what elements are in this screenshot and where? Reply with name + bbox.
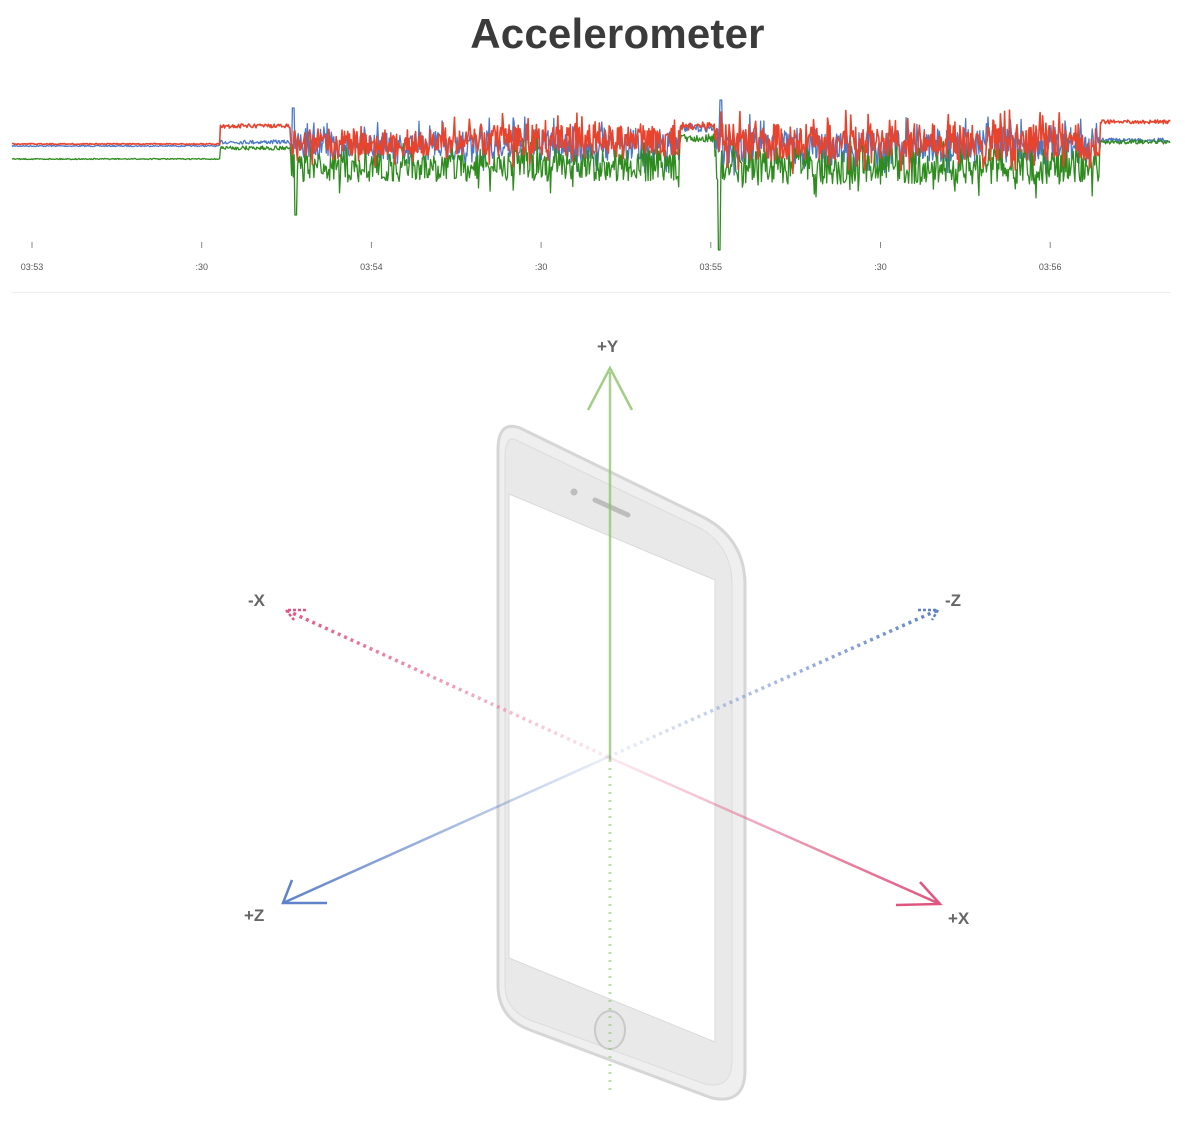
label-plus-z: +Z xyxy=(244,906,264,925)
label-plus-y: +Y xyxy=(597,337,619,356)
x-tick-label: 03:56 xyxy=(1039,262,1062,272)
x-tick-label: :30 xyxy=(195,262,208,272)
label-minus-x: -X xyxy=(248,591,266,610)
x-axis: 03:53 :30 03:54 :30 03:55 :30 03:56 xyxy=(21,242,1062,272)
divider xyxy=(12,292,1170,293)
series-line-2 xyxy=(11,132,1171,251)
phone-camera xyxy=(570,488,578,496)
label-plus-x: +X xyxy=(948,909,970,928)
page-title: Accelerometer xyxy=(470,10,765,57)
label-minus-z: -Z xyxy=(945,591,961,610)
x-tick-label: 03:53 xyxy=(21,262,44,272)
phone-speaker xyxy=(592,497,631,518)
x-tick-label: :30 xyxy=(535,262,548,272)
y-axis-arrow xyxy=(586,365,634,1095)
accelerometer-chart: 03:53 :30 03:54 :30 03:55 :30 03:56 xyxy=(11,99,1171,272)
phone-screen xyxy=(508,493,716,1043)
series-layer xyxy=(11,99,1171,251)
x-tick-label: 03:55 xyxy=(700,262,723,272)
x-tick-label: :30 xyxy=(874,262,887,272)
x-tick-label: 03:54 xyxy=(360,262,383,272)
z-axis-arrow xyxy=(281,608,941,905)
phone-illustration xyxy=(496,424,747,1101)
series-line-3 xyxy=(12,109,1171,175)
x-axis-arrow xyxy=(283,608,943,907)
